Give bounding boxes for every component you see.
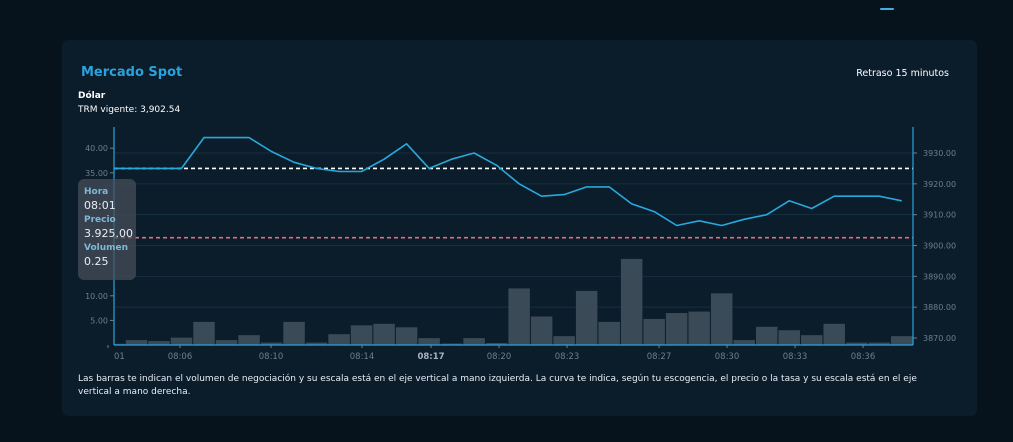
right-tick-label: 3880.00 bbox=[923, 303, 956, 312]
chart-grid bbox=[114, 152, 913, 308]
volume-bar[interactable] bbox=[485, 343, 508, 345]
tooltip-hora-label: Hora bbox=[84, 187, 109, 197]
volume-bar[interactable] bbox=[553, 336, 575, 345]
tooltip-precio-label: Precio bbox=[84, 215, 116, 225]
volume-bar[interactable] bbox=[260, 342, 283, 345]
volume-bar[interactable] bbox=[598, 321, 620, 345]
volume-bar[interactable] bbox=[193, 321, 215, 345]
tooltip-volumen-value: 0.25 bbox=[84, 255, 109, 268]
right-axis-ticks: 3870.00 3880.00 3890.00 3900.00 3910.00 3920.… bbox=[913, 149, 956, 343]
right-tick-label: 3870.00 bbox=[923, 334, 956, 343]
volume-bar[interactable] bbox=[733, 340, 755, 345]
volume-bar[interactable] bbox=[418, 338, 440, 345]
volume-bar[interactable] bbox=[238, 335, 260, 345]
volume-bar[interactable] bbox=[868, 342, 890, 345]
x-tick-label: 08:06 bbox=[168, 352, 193, 362]
top-tab-indicator bbox=[880, 8, 894, 10]
volume-bar[interactable] bbox=[283, 321, 305, 345]
volume-bar[interactable] bbox=[665, 313, 688, 345]
volume-bar[interactable] bbox=[823, 323, 845, 345]
mercado-spot-card: Mercado Spot Retraso 15 minutos Dólar TR… bbox=[62, 40, 977, 416]
right-tick-label: 3910.00 bbox=[923, 211, 956, 220]
left-tick-label: 35.00 bbox=[85, 169, 108, 178]
left-tick-label: 5.00 bbox=[90, 316, 108, 325]
volume-bar[interactable] bbox=[845, 342, 868, 345]
volume-bars bbox=[114, 258, 913, 345]
x-tick-label: 08:30 bbox=[715, 352, 740, 362]
volume-bar[interactable] bbox=[575, 290, 598, 345]
x-tick-label: 08:17 bbox=[417, 352, 444, 362]
volume-bar[interactable] bbox=[463, 338, 485, 345]
right-tick-label: 3890.00 bbox=[923, 272, 956, 281]
volume-bar[interactable] bbox=[710, 293, 733, 345]
volume-bar[interactable] bbox=[440, 343, 463, 345]
delay-label: Retraso 15 minutos bbox=[856, 68, 949, 79]
volume-bar[interactable] bbox=[395, 327, 418, 345]
volume-bar[interactable] bbox=[328, 334, 350, 345]
volume-bar[interactable] bbox=[148, 341, 170, 345]
right-tick-label: 3920.00 bbox=[923, 180, 956, 189]
volume-bar[interactable] bbox=[305, 342, 328, 345]
volume-bar[interactable] bbox=[350, 325, 373, 345]
tooltip-precio-value: 3.925.00 bbox=[84, 227, 133, 240]
chart-footnote: Las barras te indican el volumen de nego… bbox=[78, 374, 917, 397]
volume-bar[interactable] bbox=[508, 288, 530, 345]
tooltip-hora-value: 08:01 bbox=[84, 199, 116, 212]
trm-label: TRM vigente: 3,902.54 bbox=[78, 105, 181, 115]
price-line bbox=[114, 136, 902, 227]
left-tick-label: 40.00 bbox=[85, 144, 108, 153]
volume-bar[interactable] bbox=[755, 326, 778, 345]
x-tick-label: 08:10 bbox=[259, 352, 284, 362]
volume-bar[interactable] bbox=[373, 323, 395, 345]
volume-bar[interactable] bbox=[530, 316, 553, 345]
tooltip-volumen-label: Volumen bbox=[84, 243, 129, 253]
chart-tooltip: Hora 08:01 Precio 3.925.00 Volumen 0.25 bbox=[78, 179, 136, 280]
left-axis-ticks: 5.00 10.00 35.00 40.00 bbox=[85, 144, 114, 325]
volume-bar[interactable] bbox=[800, 335, 823, 345]
x-tick-label: 08:14 bbox=[350, 352, 375, 362]
right-tick-label: 3930.00 bbox=[923, 149, 956, 158]
volume-bar[interactable] bbox=[170, 337, 193, 345]
volume-bar[interactable] bbox=[778, 330, 800, 345]
volume-bar[interactable] bbox=[114, 343, 125, 345]
volume-bar[interactable] bbox=[890, 336, 913, 345]
asset-label: Dólar bbox=[78, 91, 106, 101]
x-tick-label: 08:33 bbox=[783, 352, 808, 362]
volume-bar[interactable] bbox=[620, 258, 643, 345]
x-tick-label: 08:20 bbox=[487, 352, 512, 362]
volume-bar[interactable] bbox=[125, 340, 148, 345]
right-tick-label: 3900.00 bbox=[923, 242, 956, 251]
volume-bar[interactable] bbox=[215, 340, 238, 345]
x-tick-label: 08:27 bbox=[647, 352, 672, 362]
reference-lines bbox=[114, 167, 913, 239]
x-tick-label: 08:36 bbox=[851, 352, 876, 362]
x-tick-label: 08:23 bbox=[555, 352, 580, 362]
volume-bar[interactable] bbox=[688, 311, 710, 345]
left-tick-label: 10.00 bbox=[85, 292, 108, 301]
x-axis-ticks: 01 08:06 08:10 08:14 08:17 08:20 08:23 08:27 08:… bbox=[107, 345, 876, 362]
x-tick-label: 01 bbox=[114, 352, 125, 362]
volume-bar[interactable] bbox=[643, 318, 665, 345]
card-title: Mercado Spot bbox=[81, 65, 183, 80]
